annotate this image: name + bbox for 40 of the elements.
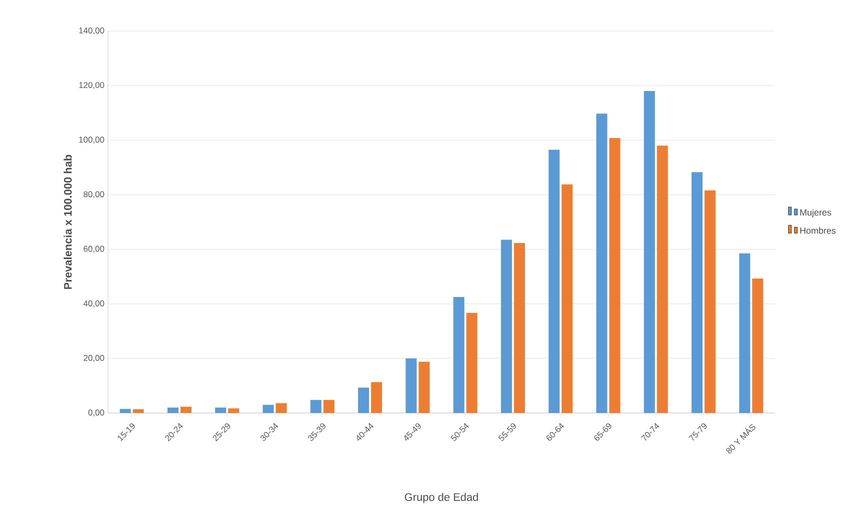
bar	[644, 91, 655, 413]
y-tick-label: 60,00	[84, 246, 104, 253]
legend-label: Mujeres	[800, 209, 832, 218]
bar	[704, 190, 716, 413]
legend-label: Hombres	[800, 227, 836, 234]
bar	[739, 253, 750, 413]
x-axis-title: Grupo de Edad	[404, 492, 478, 504]
bar	[752, 278, 764, 413]
bar	[596, 114, 608, 413]
bar	[514, 243, 525, 413]
bar	[180, 406, 192, 413]
bar	[548, 150, 560, 413]
y-tick-label: 20,00	[84, 354, 104, 362]
y-axis-title: Prevalencia x 100.000 hab	[64, 154, 72, 289]
bar	[228, 408, 240, 413]
y-tick-label: 120,00	[79, 82, 104, 90]
bar	[500, 240, 512, 413]
bar	[276, 403, 287, 413]
y-tick-label: 140,00	[79, 28, 104, 34]
bar	[406, 358, 417, 413]
bar	[120, 408, 131, 413]
bar	[466, 312, 478, 413]
y-tick-label: 40,00	[83, 300, 104, 308]
bar	[562, 184, 573, 413]
bar	[358, 388, 370, 413]
bar	[323, 400, 334, 413]
y-tick-label: 0,00	[88, 410, 104, 416]
bar	[692, 172, 703, 413]
bar	[453, 297, 464, 413]
bar	[167, 408, 178, 413]
bar	[310, 400, 322, 413]
bar	[262, 404, 274, 413]
y-tick-label: 100,00	[79, 136, 104, 144]
bar	[609, 138, 620, 413]
bar	[418, 362, 430, 413]
bar	[656, 146, 668, 413]
bar	[132, 409, 144, 413]
bar	[371, 382, 382, 413]
bar	[215, 408, 226, 413]
y-tick-label: 80,00	[84, 191, 104, 198]
